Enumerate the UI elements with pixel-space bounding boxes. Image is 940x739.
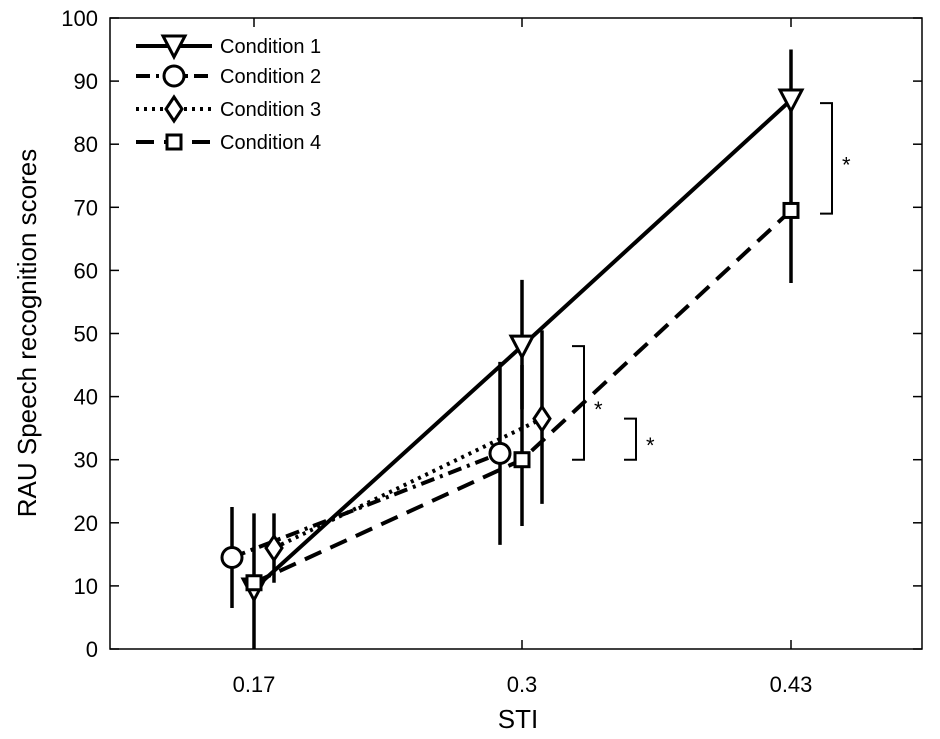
y-tick-label: 100 xyxy=(61,6,98,31)
legend-label: Condition 1 xyxy=(220,36,321,58)
y-tick-label: 40 xyxy=(74,385,98,410)
y-tick-label: 10 xyxy=(74,574,98,599)
significance-label: * xyxy=(646,433,655,458)
data-point-marker xyxy=(220,546,244,570)
data-point-marker xyxy=(264,533,284,563)
x-tick-label: 0.43 xyxy=(770,672,813,697)
series-markers xyxy=(220,88,805,604)
x-tick-label: 0.3 xyxy=(507,672,538,697)
y-axis-title: RAU Speech recognition scores xyxy=(12,149,42,518)
data-point-marker xyxy=(782,201,800,219)
legend-marker xyxy=(162,64,186,88)
legend-marker xyxy=(165,133,183,151)
significance-brackets: * * * xyxy=(572,102,851,461)
y-tick-label: 0 xyxy=(86,637,98,662)
y-tick-label: 50 xyxy=(74,322,98,347)
y-axis-ticks: 0 10 20 30 40 50 60 70 80 90 100 xyxy=(61,6,922,662)
series-line-3 xyxy=(273,416,543,550)
legend-label: Condition 2 xyxy=(220,66,321,88)
x-axis-title: STI xyxy=(498,704,538,734)
series-line-2 xyxy=(231,451,501,560)
y-tick-label: 70 xyxy=(74,195,98,220)
x-tick-label: 0.17 xyxy=(233,672,276,697)
series-lines xyxy=(231,98,793,591)
x-axis-ticks: 0.17 0.3 0.43 xyxy=(233,18,813,697)
y-tick-label: 90 xyxy=(74,69,98,94)
data-point-marker xyxy=(245,574,263,592)
y-tick-label: 60 xyxy=(74,258,98,283)
data-point-marker xyxy=(488,441,512,465)
legend-marker xyxy=(160,34,188,61)
data-point-marker xyxy=(777,88,805,115)
legend-marker xyxy=(164,94,184,124)
significance-label: * xyxy=(842,152,851,177)
significance-bracket xyxy=(624,417,637,461)
y-tick-label: 30 xyxy=(74,448,98,473)
significance-label: * xyxy=(594,397,603,422)
legend-label: Condition 4 xyxy=(220,132,321,154)
legend-label: Condition 3 xyxy=(220,99,321,121)
data-point-marker xyxy=(532,403,552,434)
y-tick-label: 20 xyxy=(74,511,98,536)
significance-bracket xyxy=(572,345,585,461)
legend: Condition 1 Condition 2 Condition 3 Conditi… xyxy=(136,34,321,154)
y-tick-label: 80 xyxy=(74,132,98,157)
significance-bracket xyxy=(820,102,833,215)
data-point-marker xyxy=(508,334,536,361)
data-point-marker xyxy=(513,451,531,469)
